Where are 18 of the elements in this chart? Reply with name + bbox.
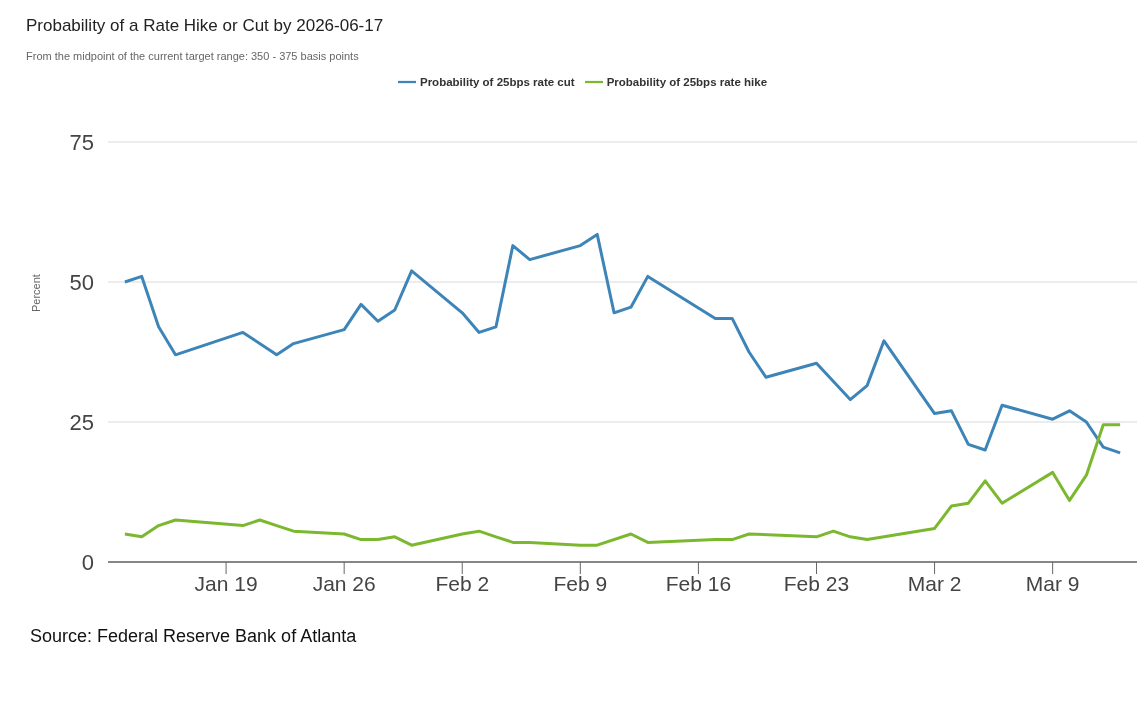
y-tick-label: 50 xyxy=(69,269,94,295)
y-tick-label: 25 xyxy=(69,409,94,435)
x-tick-label: Feb 16 xyxy=(665,571,732,595)
x-tick-label: Feb 9 xyxy=(553,571,608,595)
source-note: Source: Federal Reserve Bank of Atlanta xyxy=(30,626,357,646)
chart-subtitle: From the midpoint of the current target range: 350 - 375 basis points xyxy=(26,50,359,62)
y-tick-label: 75 xyxy=(69,129,94,155)
x-tick-label: Feb 2 xyxy=(435,571,490,595)
legend-label: Probability of 25bps rate hike xyxy=(606,76,768,88)
y-axis-title: Percent xyxy=(30,274,42,312)
x-tick-label: Jan 26 xyxy=(312,571,376,595)
x-tick-label: Mar 9 xyxy=(1025,571,1080,595)
x-tick-label: Jan 19 xyxy=(194,571,258,595)
chart-title: Probability of a Rate Hike or Cut by 2026-06-17 xyxy=(26,16,384,35)
x-tick-label: Feb 23 xyxy=(783,571,850,595)
y-tick-label: 0 xyxy=(81,549,94,575)
x-tick-label: Mar 2 xyxy=(907,571,962,595)
legend-label: Probability of 25bps rate cut xyxy=(419,76,575,88)
